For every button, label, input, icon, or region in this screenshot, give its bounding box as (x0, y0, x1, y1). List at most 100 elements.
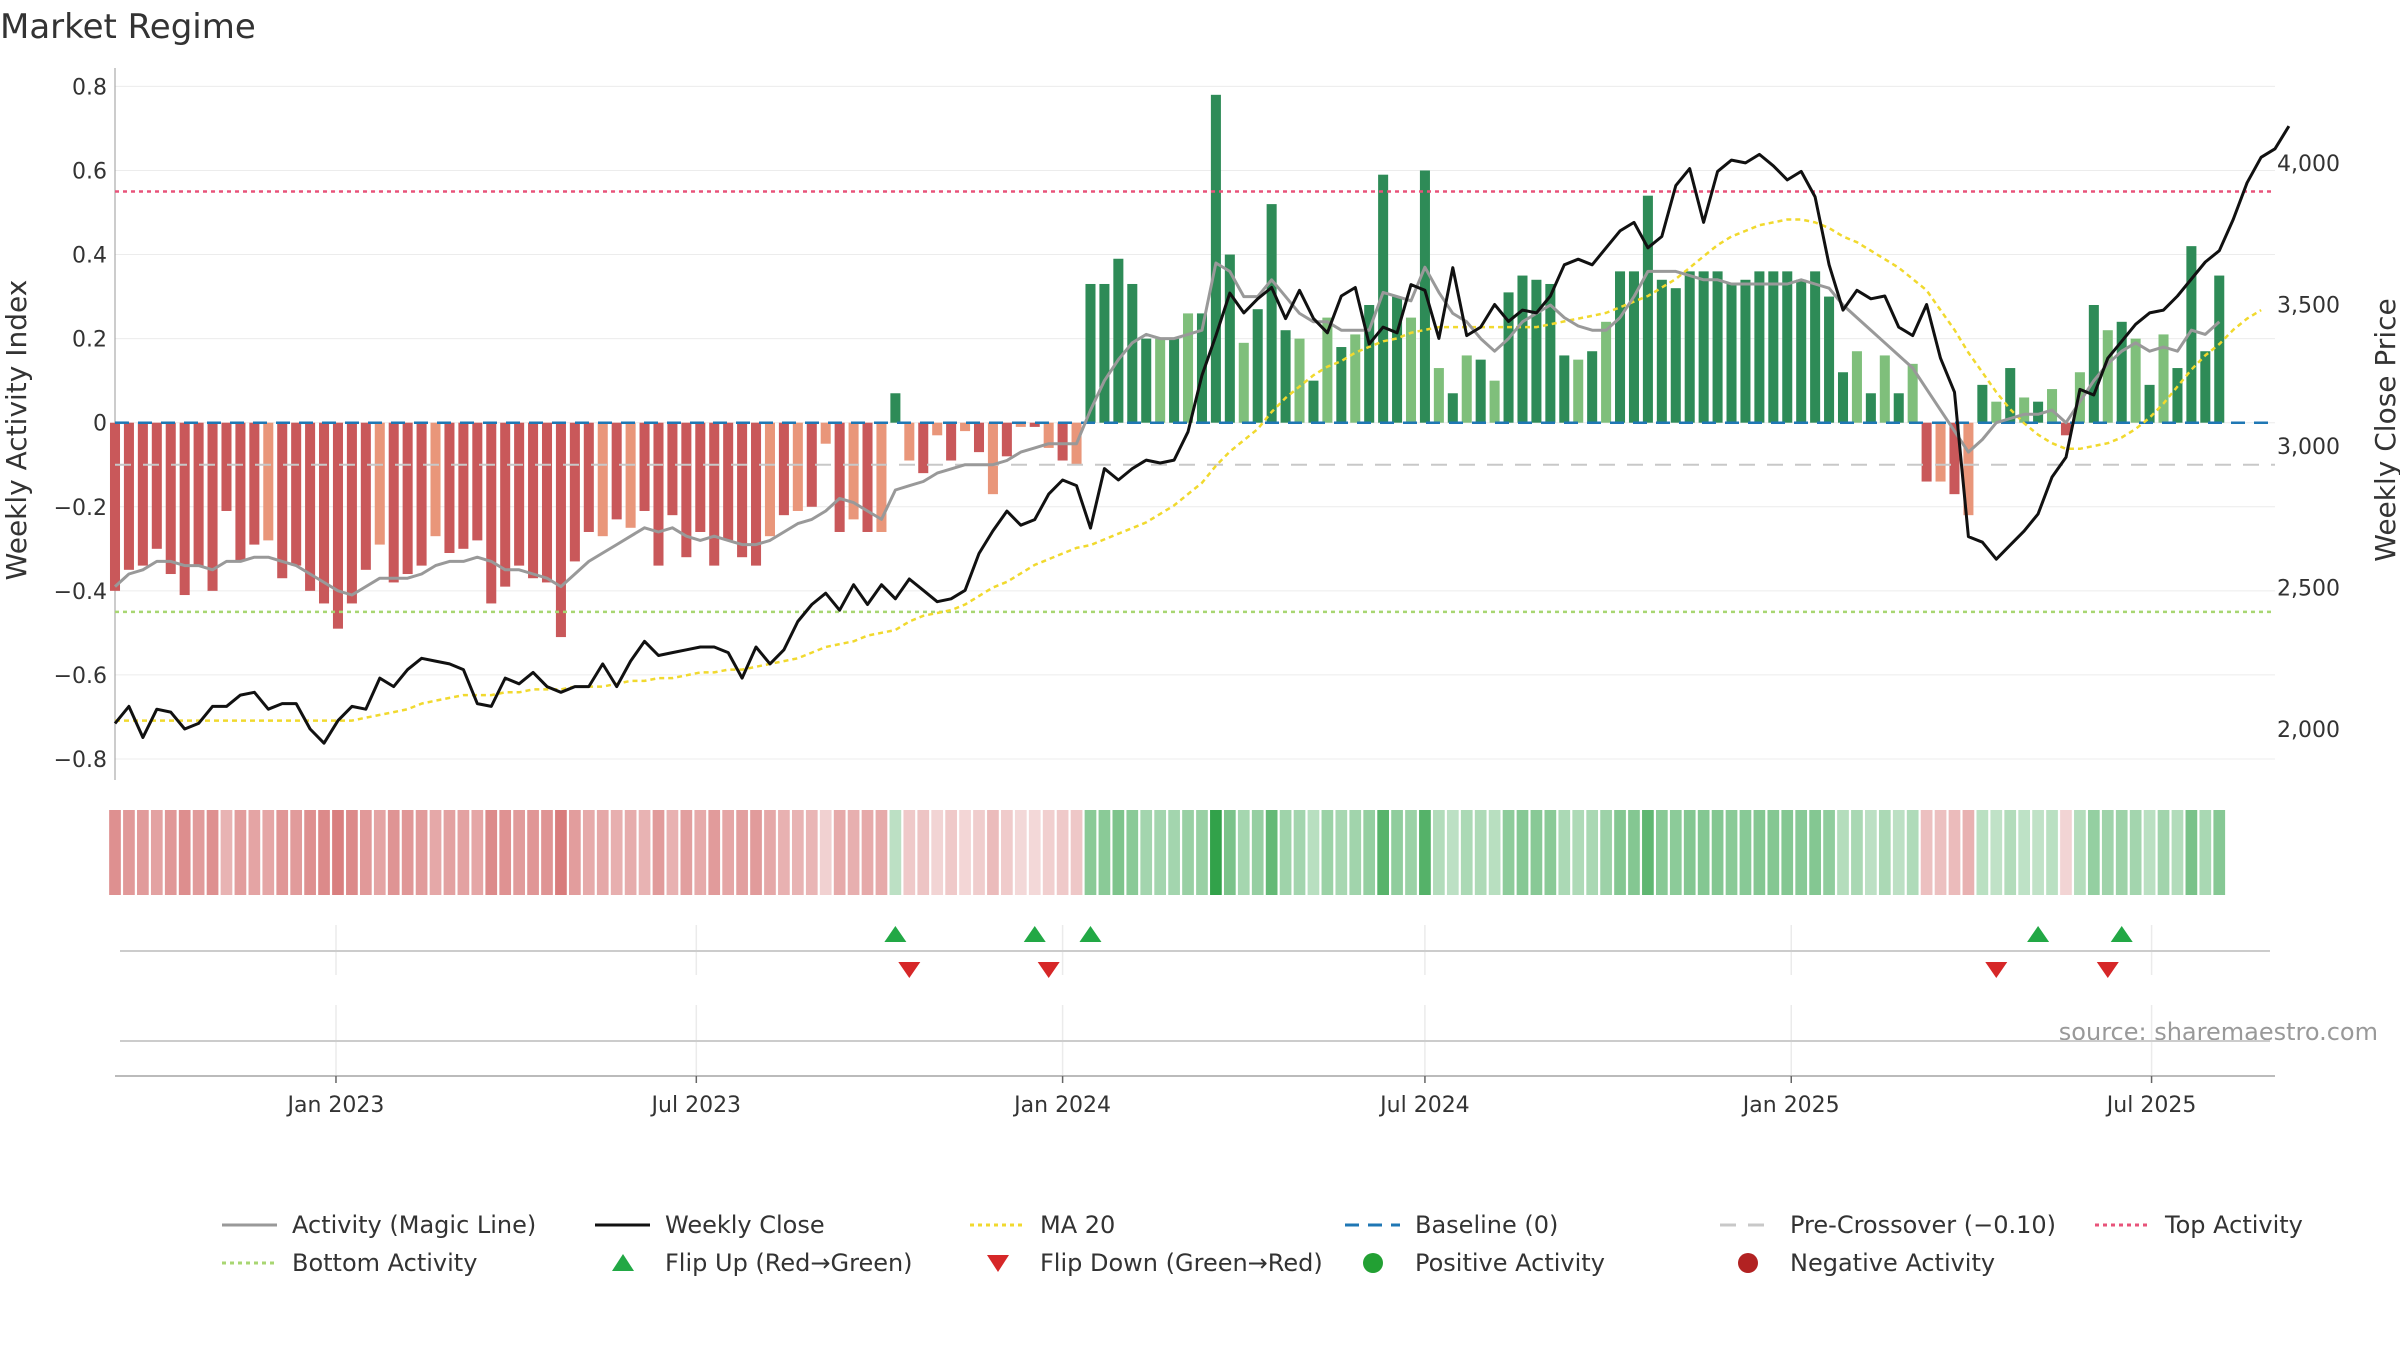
activity-bar (1559, 355, 1570, 423)
activity-bar (1810, 271, 1821, 423)
y-left-tick-label: 0.6 (72, 159, 107, 184)
heat-cell (499, 810, 512, 895)
heat-cell (610, 810, 623, 895)
activity-bar (1085, 283, 1096, 423)
activity-bar (179, 422, 190, 596)
activity-bar (1169, 338, 1180, 423)
x-tick-label: Jan 2024 (1012, 1093, 1111, 1118)
y-axis-right-title: Weekly Close Price (2369, 298, 2400, 561)
activity-bar (1754, 271, 1765, 423)
heat-cell (1014, 810, 1027, 895)
activity-bar (1447, 393, 1458, 423)
heat-cell (457, 810, 470, 895)
heat-cell (1725, 810, 1738, 895)
heat-cell (1544, 810, 1557, 895)
heat-cell (778, 810, 790, 895)
heat-cell (248, 810, 261, 895)
activity-bar (151, 422, 162, 549)
x-tick-label: Jan 2023 (286, 1093, 385, 1118)
activity-bar (1824, 296, 1835, 423)
heat-cell (708, 810, 721, 895)
legend-label: Bottom Activity (292, 1249, 477, 1277)
heat-cell (2115, 810, 2128, 895)
y-right-tick-label: 3,000 (2277, 435, 2340, 460)
heat-cell (1168, 810, 1180, 895)
heat-cell (1809, 810, 1821, 895)
heat-cell (791, 810, 804, 895)
heat-cell (2157, 810, 2170, 895)
heat-cell (1446, 810, 1459, 895)
heat-cell (1837, 810, 1849, 895)
activity-bar (1475, 359, 1486, 423)
heat-cell (178, 810, 191, 895)
legend-label: Baseline (0) (1415, 1211, 1558, 1239)
activity-bar (1615, 271, 1626, 423)
heat-cell (2213, 810, 2226, 895)
heat-cell (2060, 810, 2072, 895)
heat-cell (471, 810, 484, 895)
flip-down-marker (898, 962, 921, 978)
activity-bar (500, 422, 511, 587)
x-axis: Jan 2023 Jul 2023 Jan 2024 Jul 2024 Jan 2025… (115, 1075, 2275, 1118)
heat-cell (1655, 810, 1668, 895)
activity-bar (1280, 330, 1291, 423)
heat-cell (2143, 810, 2156, 895)
heat-cell (680, 810, 693, 895)
activity-bar (137, 422, 148, 566)
heat-cell (2185, 810, 2198, 895)
heat-cell (1962, 810, 1975, 895)
heat-cell (903, 810, 916, 895)
heat-cell (805, 810, 818, 895)
activity-bar (1684, 271, 1695, 423)
heat-cell (1572, 810, 1585, 895)
activity-bar (1392, 296, 1403, 423)
y-left-tick-label: 0 (93, 412, 107, 437)
heat-cell (234, 810, 247, 895)
activity-bar (1851, 351, 1862, 423)
legend-swatch-flip-up (612, 1254, 634, 1271)
activity-bar (1740, 279, 1751, 423)
heat-cell (1335, 810, 1348, 895)
heat-cell (1558, 810, 1571, 895)
activity-bar (2102, 330, 2113, 423)
heat-cell (137, 810, 149, 895)
activity-bar (820, 422, 831, 444)
activity-bar (2214, 275, 2225, 423)
activity-bar (1935, 422, 1946, 482)
flip-down-marker (1037, 962, 1060, 978)
heat-cell (722, 810, 735, 895)
activity-bar (1113, 258, 1124, 423)
y-right-tick-label: 2,000 (2277, 718, 2340, 743)
heat-cell (582, 810, 595, 895)
activity-bar (723, 422, 734, 541)
activity-bar (305, 422, 316, 591)
heat-cell (1460, 810, 1473, 895)
activity-bar (1573, 359, 1584, 423)
activity-bar (764, 422, 775, 537)
activity-bar (263, 422, 274, 541)
activity-bar (1726, 283, 1737, 423)
activity-bar (514, 422, 525, 566)
heat-cell (387, 810, 400, 895)
activity-bar (555, 422, 566, 638)
heat-cell (1279, 810, 1292, 895)
activity-bar (1419, 170, 1430, 423)
activity-bar (1712, 271, 1723, 423)
legend-swatch-dot (1363, 1253, 1383, 1273)
heat-cell (1530, 810, 1543, 895)
main-panel: 0.8 0.6 0.4 0.2 0 −0.2 −0.4 −0.6 −0.8 4,000 3,500 3… (54, 68, 2340, 780)
heat-cell (569, 810, 581, 895)
activity-bar (2158, 334, 2169, 423)
heat-cell (1683, 810, 1696, 895)
activity-bar (1266, 204, 1277, 423)
activity-bar (1949, 422, 1960, 495)
legend-label: Activity (Magic Line) (292, 1211, 536, 1239)
activity-bar (1893, 393, 1904, 423)
activity-bar (932, 422, 943, 436)
activity-magic-line (113, 261, 2221, 597)
activity-bar (960, 422, 971, 432)
activity-bar (1503, 292, 1514, 423)
activity-bar (1963, 422, 1974, 516)
heat-cell (1976, 810, 1989, 895)
